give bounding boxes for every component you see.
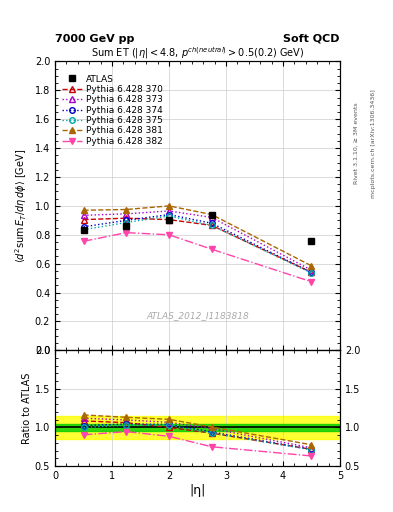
Line: Pythia 6.428 382: Pythia 6.428 382	[81, 230, 314, 285]
Pythia 6.428 381	[309, 263, 314, 269]
Pythia 6.428 373	[167, 208, 171, 214]
Title: Sum ET ($|\eta| < 4.8$, $p^{ch(neutral)} > 0.5(0.2)$ GeV): Sum ET ($|\eta| < 4.8$, $p^{ch(neutral)}…	[91, 46, 304, 61]
Pythia 6.428 373	[81, 212, 86, 218]
Pythia 6.428 373	[124, 211, 129, 217]
ATLAS	[309, 238, 314, 244]
Line: Pythia 6.428 373: Pythia 6.428 373	[81, 208, 314, 273]
Pythia 6.428 374	[81, 224, 86, 230]
Pythia 6.428 370	[309, 269, 314, 275]
Pythia 6.428 375	[81, 227, 86, 233]
Pythia 6.428 373	[209, 215, 214, 221]
Text: 7000 GeV pp: 7000 GeV pp	[55, 33, 134, 44]
Pythia 6.428 375	[124, 220, 129, 226]
Line: ATLAS: ATLAS	[80, 212, 315, 245]
Bar	[55, 423, 340, 431]
X-axis label: |η|: |η|	[189, 483, 206, 497]
Pythia 6.428 381	[167, 203, 171, 209]
Pythia 6.428 381	[209, 211, 214, 218]
Pythia 6.428 375	[209, 222, 214, 228]
Legend: ATLAS, Pythia 6.428 370, Pythia 6.428 373, Pythia 6.428 374, Pythia 6.428 375, P: ATLAS, Pythia 6.428 370, Pythia 6.428 37…	[62, 75, 163, 146]
Pythia 6.428 370	[167, 217, 171, 223]
Y-axis label: Ratio to ATLAS: Ratio to ATLAS	[22, 372, 32, 444]
ATLAS	[81, 227, 86, 233]
Pythia 6.428 374	[167, 211, 171, 218]
Line: Pythia 6.428 381: Pythia 6.428 381	[81, 203, 314, 269]
Pythia 6.428 370	[209, 222, 214, 228]
Pythia 6.428 373	[309, 267, 314, 273]
Bar	[55, 416, 340, 439]
Pythia 6.428 382	[167, 232, 171, 238]
Text: Soft QCD: Soft QCD	[283, 33, 340, 44]
Y-axis label: $\langle d^2\mathrm{sum}\,E_T/d\eta\,d\phi\rangle$ [GeV]: $\langle d^2\mathrm{sum}\,E_T/d\eta\,d\p…	[13, 149, 29, 263]
Pythia 6.428 370	[81, 217, 86, 223]
Pythia 6.428 382	[209, 246, 214, 252]
Text: mcplots.cern.ch [arXiv:1306.3436]: mcplots.cern.ch [arXiv:1306.3436]	[371, 89, 376, 198]
Pythia 6.428 382	[124, 229, 129, 236]
Pythia 6.428 381	[81, 207, 86, 214]
Pythia 6.428 382	[81, 238, 86, 244]
ATLAS	[124, 223, 129, 229]
ATLAS	[167, 217, 171, 223]
Pythia 6.428 374	[209, 220, 214, 226]
Pythia 6.428 382	[309, 279, 314, 285]
Pythia 6.428 374	[309, 269, 314, 275]
Pythia 6.428 375	[167, 213, 171, 219]
Pythia 6.428 375	[309, 270, 314, 276]
Pythia 6.428 374	[124, 217, 129, 223]
Pythia 6.428 370	[124, 215, 129, 221]
Text: ATLAS_2012_I1183818: ATLAS_2012_I1183818	[146, 311, 249, 320]
Line: Pythia 6.428 375: Pythia 6.428 375	[81, 213, 314, 276]
Pythia 6.428 381	[124, 206, 129, 212]
Text: Rivet 3.1.10, ≥ 3M events: Rivet 3.1.10, ≥ 3M events	[354, 102, 359, 184]
ATLAS	[209, 212, 214, 218]
Line: Pythia 6.428 374: Pythia 6.428 374	[81, 212, 314, 275]
Line: Pythia 6.428 370: Pythia 6.428 370	[81, 216, 314, 275]
